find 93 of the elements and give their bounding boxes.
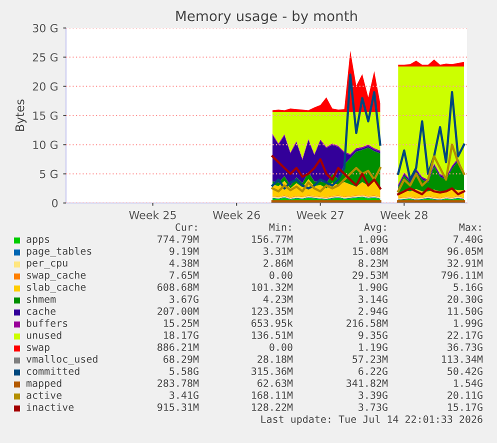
text: 7.40G [454, 235, 482, 243]
text: 0.00 [270, 343, 292, 351]
y-tick-label: 5 G [40, 170, 58, 178]
text: 2.94G [358, 307, 388, 315]
text: 28.18M [258, 355, 293, 363]
legend-label: swap [27, 345, 50, 353]
legend-label: cache [26, 307, 56, 315]
text: 886.21M [157, 343, 199, 351]
chart-title: Memory usage - by month [176, 10, 357, 24]
legend-label: page_tables [26, 246, 92, 258]
text: 915.31M [157, 403, 199, 411]
text: 3.67G [170, 295, 198, 303]
text: 101.32M [252, 283, 293, 291]
text: 96.05M [448, 247, 483, 255]
text: 123.35M [252, 307, 293, 315]
text: 1.09G [359, 235, 388, 243]
text: 15.08M [353, 247, 388, 255]
legend-label: slab_cache [27, 282, 86, 294]
text: 136.51M [252, 331, 293, 339]
text: Cur: [176, 223, 197, 231]
text: 1.90G [359, 283, 388, 291]
text: Min: [269, 223, 291, 231]
text: 36.73G [448, 343, 482, 351]
text: 315.36M [252, 367, 293, 375]
legend-label: per_cpu [26, 260, 68, 269]
text: 608.68M [158, 283, 199, 291]
x-tick-label: Week 27 [296, 210, 344, 220]
legend-label: shmem [27, 295, 56, 303]
legend-label: inactive [26, 403, 74, 411]
text: 62.63M [258, 379, 293, 387]
legend-label: unused [26, 331, 62, 339]
y-tick-label: 30 G [32, 24, 58, 32]
text: 3.39G [358, 391, 388, 399]
legend-label: buffers [26, 319, 68, 327]
y-tick-label: 0 [52, 198, 58, 208]
text: 3.31M [264, 247, 293, 255]
text: 216.58M [346, 319, 388, 327]
legend-label: vmalloc_used [26, 354, 98, 366]
text: 32.91M [448, 259, 483, 267]
text: 8.23M [358, 259, 388, 267]
y-axis-title: Bytes [15, 100, 27, 131]
text: 5.16G [454, 283, 482, 291]
x-tick-label: Week 28 [380, 210, 428, 220]
legend-label: apps [26, 237, 50, 245]
text: Max: [459, 223, 481, 231]
text: 20.30G [448, 295, 482, 303]
text: 1.54G [454, 379, 482, 387]
text: 7.65M [170, 271, 199, 279]
text: 9.35G [358, 331, 388, 339]
text: 11.50G [448, 307, 482, 315]
text: 29.53M [352, 271, 388, 279]
text: 0.00 [270, 271, 292, 279]
text: 2.86M [264, 259, 293, 267]
y-tick-label: 10 G [33, 140, 58, 150]
text: 9.19M [170, 247, 199, 255]
text: 3.41G [170, 391, 198, 399]
text: 50.42G [448, 367, 482, 375]
text: 3.73G [358, 403, 388, 411]
x-tick-label: Week 26 [212, 210, 260, 220]
text: 128.22M [252, 403, 293, 411]
text: 68.29M [164, 355, 199, 363]
text: 653.95k [252, 319, 293, 327]
text: 57.23M [352, 355, 388, 363]
text: 18.17G [164, 331, 198, 339]
text: 774.79M [158, 235, 199, 243]
text: Last update: Tue Jul 14 22:01:33 2026 [261, 415, 482, 425]
x-tick-label: Week 25 [129, 210, 176, 220]
text: 5.58G [170, 367, 198, 375]
legend-label: swap_cache [27, 271, 86, 281]
text: 156.77M [252, 235, 293, 243]
legend-label: committed [26, 367, 80, 375]
text: 796.11M [442, 271, 483, 279]
text: 341.82M [346, 379, 388, 387]
text: 22.17G [448, 331, 482, 339]
text: 207.00M [158, 307, 199, 315]
legend-label: mapped [26, 379, 62, 389]
text: 15.17G [448, 403, 482, 411]
text: 113.34M [442, 355, 483, 363]
text: 6.22G [358, 367, 388, 375]
text: Avg: [364, 223, 386, 233]
text: 4.38M [169, 259, 199, 267]
text: 3.14G [358, 295, 388, 303]
y-tick-label: 15 G [33, 111, 58, 120]
text: 1.19G [359, 343, 388, 351]
text: 4.23M [263, 295, 293, 303]
text: 15.25M [164, 319, 199, 327]
text: 1.99G [454, 319, 482, 327]
legend-label: active [26, 391, 62, 399]
y-tick-label: 20 G [32, 82, 58, 91]
text: 20.11G [448, 391, 482, 399]
y-tick-label: 25 G [32, 53, 58, 62]
text: 168.11M [252, 391, 293, 399]
text: 283.78M [158, 379, 199, 387]
